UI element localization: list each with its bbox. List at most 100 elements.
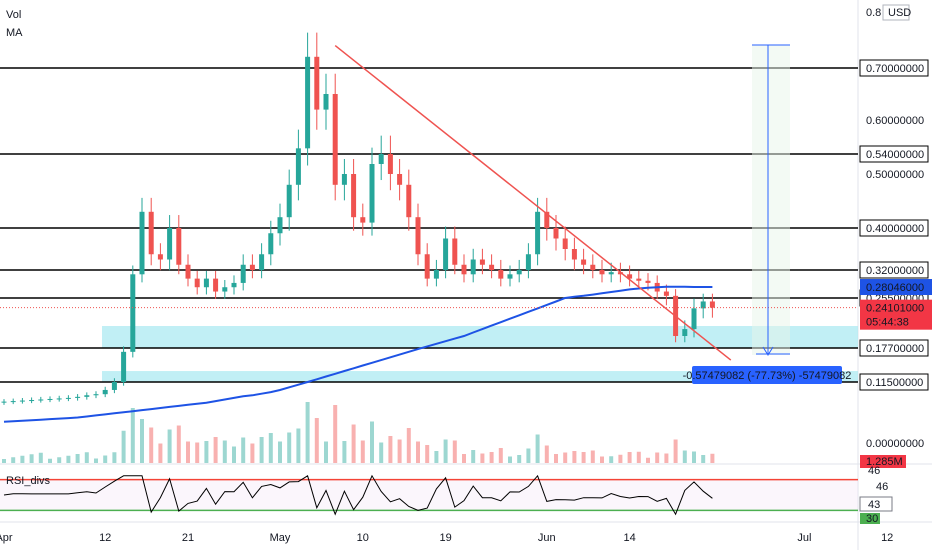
volume-bar (2, 459, 6, 463)
candle-body (295, 148, 301, 185)
candle-body (608, 272, 614, 275)
candle-body (259, 254, 265, 270)
volume-bar (195, 442, 200, 463)
candle-body (10, 401, 16, 403)
price-tick: 0.50000000 (866, 169, 924, 181)
volume-bar (213, 437, 218, 463)
volume-bar (664, 453, 669, 463)
candle-body (525, 254, 531, 270)
candle-body (470, 259, 476, 275)
volume-bar (526, 448, 531, 463)
candle-body (56, 398, 62, 400)
candle-body (406, 184, 412, 218)
price-tick-box (859, 261, 929, 279)
price-tick: 0.17700000 (866, 343, 924, 355)
volume-bar (11, 457, 16, 463)
candle-body (627, 274, 633, 279)
price-tick: 0.70000000 (866, 63, 924, 75)
volume-bar (581, 452, 586, 463)
volume-bar (682, 450, 687, 463)
volume-bar (416, 441, 420, 463)
candle-body (479, 259, 485, 265)
volume-bar (84, 452, 89, 463)
candle-body (516, 270, 522, 275)
ma-value-box (860, 279, 932, 296)
volume-bar (563, 452, 568, 463)
candle-body (433, 270, 439, 279)
candles (1, 32, 715, 405)
volume-bar (48, 458, 52, 463)
volume-bar (57, 457, 62, 463)
price-pane (0, 0, 858, 463)
volume-bar (268, 433, 273, 463)
candle-body (130, 274, 136, 352)
rsi-axis-46: 46 (876, 481, 888, 493)
volume-bar (351, 424, 356, 463)
rsi-band (0, 479, 858, 511)
candle-body (461, 264, 467, 275)
volume-bar (692, 451, 696, 463)
volume-bar (480, 453, 485, 463)
candle-body (194, 278, 200, 288)
candle-body (249, 264, 255, 270)
time-tick: Apr (0, 532, 13, 544)
time-tick: May (270, 532, 291, 544)
rsi-axis-lower: 30 (866, 513, 878, 525)
candle-body (167, 228, 173, 260)
candle-body (213, 278, 219, 292)
candle-body (185, 264, 191, 279)
candle-body (139, 211, 145, 275)
price-axis-top: 0.8 (866, 7, 881, 19)
measure-label-box (692, 366, 842, 384)
price-tick-box (859, 373, 929, 391)
volume-bar (222, 440, 227, 463)
volume-bar (397, 439, 402, 463)
price-tick-box (859, 59, 929, 77)
time-tick: 10 (357, 532, 369, 544)
candle-body (102, 389, 108, 395)
candle-body (507, 274, 513, 279)
ma-line (3, 285, 713, 423)
currency-label: USD (888, 7, 911, 19)
volume-bar (609, 456, 614, 463)
candle-body (489, 264, 495, 270)
candle-body (351, 174, 357, 218)
countdown-label: 05:44:38 (866, 317, 909, 329)
candle-body (323, 94, 329, 110)
candle-body (700, 301, 706, 309)
price-tick: 0.32000000 (866, 265, 924, 277)
volume-bar (360, 440, 365, 463)
time-tick: Jul (797, 532, 811, 544)
time-tick: 14 (623, 532, 635, 544)
price-tick: 0.40000000 (866, 223, 924, 235)
rsi-label: RSI_divs (6, 475, 51, 487)
volume-bar (498, 448, 503, 463)
volume-bar (167, 429, 172, 463)
candle-body (341, 174, 347, 185)
volume-bar (103, 455, 108, 463)
volume-bar (535, 434, 540, 463)
candle-body (590, 264, 596, 270)
volume-bar (508, 456, 512, 463)
candle-body (581, 259, 587, 265)
candle-body (452, 238, 458, 265)
candle-body (1, 401, 7, 403)
volume-bar (646, 457, 650, 463)
candle-body (121, 351, 127, 382)
volume-bar (388, 436, 393, 463)
candle-body (19, 400, 25, 402)
volume-bar (149, 427, 154, 463)
volume-bar (314, 418, 319, 463)
volume-bar (94, 458, 98, 463)
ma-value-label: 0.28046000 (866, 282, 924, 294)
candle-body (535, 211, 541, 255)
candle-body (148, 211, 154, 255)
volume-bar (130, 408, 135, 463)
candle-body (443, 238, 449, 270)
price-tick-box (859, 145, 929, 163)
candle-body (553, 228, 559, 239)
support-zone-lower (102, 371, 858, 382)
volume-bar (572, 451, 577, 463)
candle-body (544, 211, 550, 228)
